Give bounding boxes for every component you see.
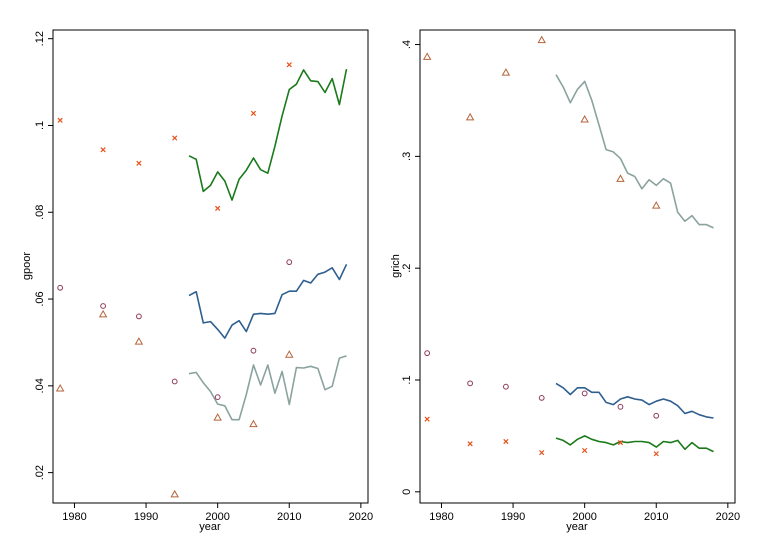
circle-marker bbox=[424, 350, 431, 357]
y-tick-label: .4 bbox=[401, 40, 413, 49]
triangle-marker bbox=[501, 68, 511, 76]
triangle-marker bbox=[580, 115, 589, 123]
circle-marker bbox=[538, 394, 545, 401]
x-tick-label: 1980 bbox=[429, 511, 453, 523]
triangle-marker bbox=[422, 52, 432, 60]
x-tick-label: 2020 bbox=[716, 511, 740, 523]
right-plot-frame bbox=[419, 29, 736, 504]
x-tick-label: 2020 bbox=[349, 511, 373, 523]
left-series-lines bbox=[188, 68, 348, 421]
x-tick-label: 2000 bbox=[572, 511, 596, 523]
y-tick-label: 0 bbox=[401, 489, 413, 495]
circle-marker bbox=[136, 313, 142, 320]
y-tick-label: .3 bbox=[401, 152, 413, 161]
x-tick-label: 1980 bbox=[62, 511, 86, 523]
triangle-marker bbox=[213, 413, 222, 421]
y-tick-label: .12 bbox=[34, 31, 46, 46]
circle-marker bbox=[250, 347, 257, 354]
left-y-ticks: .02 .04 .06 .08 .1 .12 bbox=[34, 31, 53, 480]
right-y-axis-label: grich bbox=[390, 254, 402, 278]
left-markers bbox=[55, 62, 294, 498]
series-line-blue bbox=[555, 382, 714, 419]
x-marker bbox=[539, 450, 545, 456]
series-line-sage bbox=[188, 355, 347, 421]
y-tick-label: .1 bbox=[34, 121, 46, 130]
triangle-marker bbox=[249, 419, 258, 428]
x-marker bbox=[286, 62, 292, 68]
x-tick-label: 2010 bbox=[277, 511, 301, 523]
right-panel-grich: 0 .1 .2 .3 .4 1980 1990 2000 2010 2020 grich yea… bbox=[390, 29, 740, 533]
right-x-axis-label: year bbox=[566, 521, 588, 533]
circle-marker bbox=[617, 403, 624, 410]
circle-marker bbox=[467, 380, 474, 387]
right-markers bbox=[422, 35, 661, 457]
x-tick-label: 1990 bbox=[501, 511, 525, 523]
x-marker bbox=[424, 416, 430, 422]
circle-marker bbox=[214, 394, 221, 401]
left-y-axis-label: gpoor bbox=[21, 252, 33, 280]
x-marker bbox=[172, 135, 178, 141]
x-marker bbox=[503, 438, 509, 445]
x-marker bbox=[136, 160, 142, 166]
x-marker bbox=[57, 117, 63, 123]
x-tick-label: 1990 bbox=[134, 511, 158, 523]
triangle-marker bbox=[170, 489, 179, 498]
circle-marker bbox=[100, 303, 107, 309]
x-tick-label: 2000 bbox=[205, 511, 229, 523]
circle-marker bbox=[286, 259, 293, 266]
triangle-marker bbox=[465, 112, 475, 121]
x-marker bbox=[250, 110, 257, 116]
series-line-green bbox=[555, 435, 714, 453]
x-marker bbox=[582, 447, 588, 454]
circle-marker bbox=[57, 284, 64, 291]
y-tick-label: .2 bbox=[401, 264, 413, 273]
triangle-marker bbox=[284, 350, 294, 358]
triangle-marker bbox=[651, 201, 661, 209]
x-marker bbox=[215, 205, 221, 211]
x-marker bbox=[467, 441, 473, 447]
circle-marker bbox=[581, 390, 588, 397]
circle-marker bbox=[653, 412, 660, 419]
left-panel-gpoor: .02 .04 .06 .08 .1 .12 1980 1990 2000 2010 2020 g… bbox=[21, 29, 373, 533]
x-marker bbox=[100, 147, 106, 153]
circle-marker bbox=[503, 383, 509, 390]
y-tick-label: .06 bbox=[34, 291, 46, 306]
triangle-marker bbox=[98, 309, 108, 318]
triangle-marker bbox=[55, 384, 65, 392]
triangle-marker bbox=[134, 337, 144, 345]
right-x-ticks: 1980 1990 2000 2010 2020 bbox=[429, 503, 740, 523]
y-tick-label: .08 bbox=[34, 205, 46, 220]
left-plot-frame bbox=[52, 29, 369, 504]
y-tick-label: .02 bbox=[34, 465, 46, 480]
series-line-green bbox=[188, 68, 348, 201]
x-marker bbox=[653, 451, 659, 457]
right-series-lines bbox=[555, 74, 714, 453]
circle-marker bbox=[171, 378, 178, 385]
triangle-marker bbox=[616, 174, 625, 182]
right-y-ticks: 0 .1 .2 .3 .4 bbox=[401, 40, 420, 495]
x-tick-label: 2010 bbox=[644, 511, 668, 523]
triangle-marker bbox=[537, 35, 546, 44]
y-tick-label: .1 bbox=[401, 375, 413, 384]
x-marker bbox=[617, 439, 624, 446]
series-line-blue bbox=[188, 263, 348, 339]
left-x-ticks: 1980 1990 2000 2010 2020 bbox=[62, 503, 373, 523]
series-line-sage bbox=[555, 74, 714, 229]
left-x-axis-label: year bbox=[199, 521, 221, 533]
y-tick-label: .04 bbox=[34, 378, 46, 393]
